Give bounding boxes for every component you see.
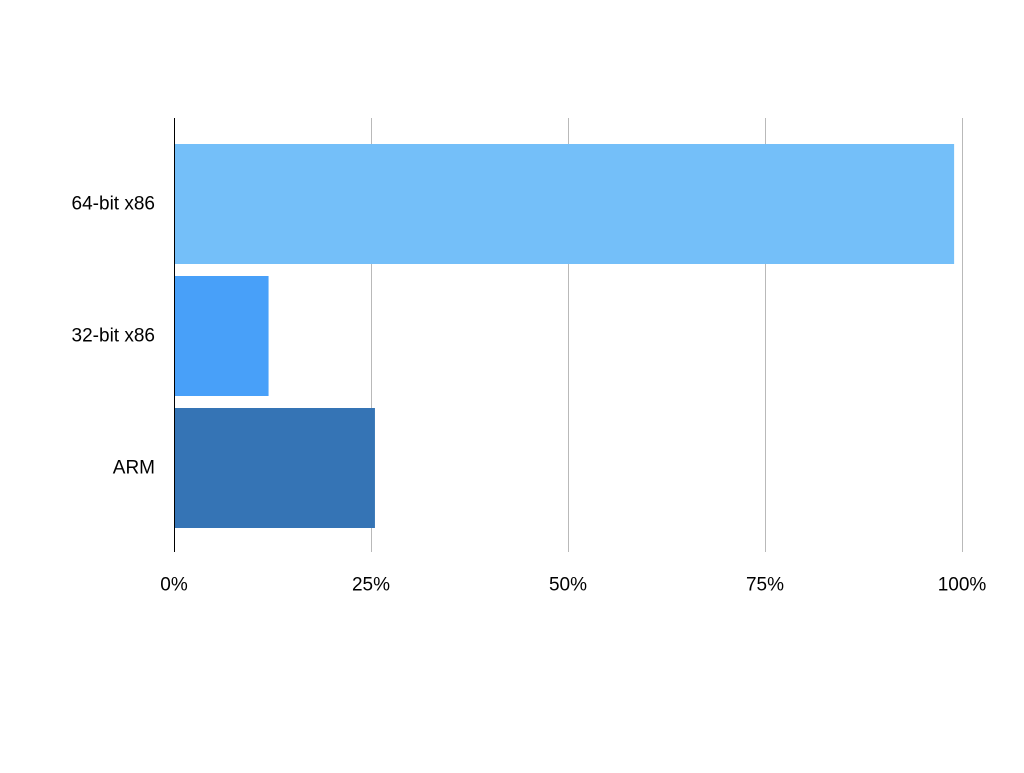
x-tick-label: 0% (160, 575, 188, 596)
x-tick-label: 50% (549, 575, 587, 596)
x-tick-label: 25% (352, 575, 390, 596)
category-label: 64-bit x86 (72, 194, 155, 215)
labels: 64-bit x86 32-bit x86 ARM 0% 25% 50% 75% 100% (72, 194, 987, 596)
bar-arm (174, 408, 375, 528)
bar-64-bit-x86 (174, 144, 955, 264)
bar-32-bit-x86 (174, 276, 269, 396)
x-tick-label: 75% (746, 575, 784, 596)
category-label: 32-bit x86 (72, 326, 155, 347)
category-label: ARM (113, 458, 155, 479)
bars (174, 144, 955, 528)
x-tick-label: 100% (938, 575, 987, 596)
